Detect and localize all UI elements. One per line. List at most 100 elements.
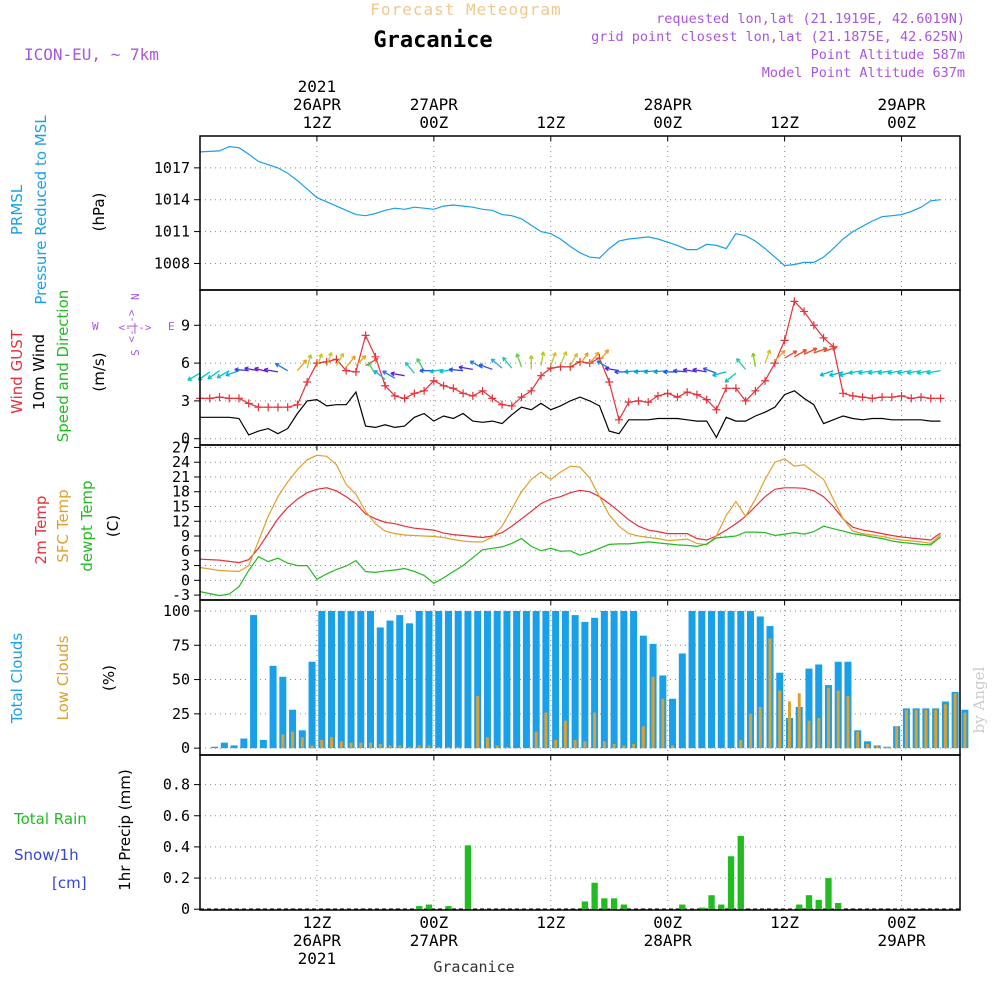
wind-arrow xyxy=(813,347,828,354)
bar-total-clouds xyxy=(630,610,638,749)
wind-arrow-head xyxy=(234,367,239,373)
gust-marker xyxy=(225,394,234,403)
bar-low-clouds xyxy=(485,737,489,749)
gust-marker xyxy=(439,381,448,390)
wind-arrow-head xyxy=(373,369,379,375)
bar-total-rain xyxy=(445,906,452,910)
bar-total-clouds xyxy=(474,610,482,749)
wind-arrow xyxy=(784,350,798,359)
bar-low-clouds xyxy=(563,720,567,749)
bar-total-rain xyxy=(416,906,423,910)
series-line-sfc-temp xyxy=(199,454,941,573)
location-title: Gracanice xyxy=(373,28,492,53)
temp-label-2m: 2m Temp xyxy=(32,496,50,565)
forecast-label: Forecast Meteogram xyxy=(370,0,561,19)
gust-marker xyxy=(390,391,399,400)
bar-total-clouds xyxy=(240,738,248,749)
bar-total-rain xyxy=(805,895,813,910)
bar-low-clouds xyxy=(807,720,811,749)
gust-marker xyxy=(809,321,818,330)
gust-marker xyxy=(702,395,711,404)
gust-marker xyxy=(712,405,721,414)
gust-marker xyxy=(507,401,516,410)
gust-marker xyxy=(614,415,623,424)
wind-arrow xyxy=(803,347,818,355)
bar-low-clouds xyxy=(953,693,957,749)
bar-total-rain xyxy=(581,901,589,910)
wind-arrow-head xyxy=(653,369,658,375)
time-label-bottom: 00Z xyxy=(887,913,916,932)
bar-total-clouds xyxy=(435,610,443,749)
bar-low-clouds xyxy=(914,709,918,749)
time-label-top: 26APR xyxy=(293,95,342,114)
wind-arrow-head xyxy=(926,370,931,375)
wind-arrow xyxy=(275,363,289,372)
footer-location: Gracanice xyxy=(433,958,514,976)
y-tick-label: 75 xyxy=(172,636,190,654)
bar-total-clouds xyxy=(367,610,375,749)
bar-total-clouds xyxy=(805,668,813,749)
bar-low-clouds xyxy=(671,745,675,749)
wind-arrow-head xyxy=(832,345,838,351)
bar-total-clouds xyxy=(669,698,677,749)
bar-low-clouds xyxy=(388,745,392,749)
precip-label-cm: [cm] xyxy=(52,874,87,892)
gust-marker xyxy=(517,393,526,402)
wind-label-gust: Wind GUST xyxy=(8,329,26,414)
time-label-bottom: 00Z xyxy=(419,913,448,932)
bar-low-clouds xyxy=(544,712,548,749)
compass-e: E xyxy=(168,320,175,333)
bar-total-rain xyxy=(796,904,803,910)
model-altitude: Model Point Altitude 637m xyxy=(762,65,965,81)
bar-total-clouds xyxy=(444,610,452,749)
wind-arrow xyxy=(373,369,386,380)
bar-low-clouds xyxy=(476,696,480,749)
time-label-bottom: 00Z xyxy=(653,913,682,932)
wind-arrow xyxy=(819,370,834,377)
bar-total-clouds xyxy=(269,665,277,749)
bar-total-rain xyxy=(425,904,433,910)
y-tick-label: 27 xyxy=(172,438,190,456)
bar-low-clouds xyxy=(778,690,782,749)
gust-marker xyxy=(293,400,302,409)
gust-marker xyxy=(848,391,857,400)
bar-total-clouds xyxy=(542,610,550,749)
time-label-top: 00Z xyxy=(887,113,916,132)
gust-marker xyxy=(429,376,438,385)
gust-marker xyxy=(498,400,507,409)
bar-total-clouds xyxy=(415,610,423,749)
y-tick-label: 24 xyxy=(172,453,190,471)
bar-low-clouds xyxy=(583,741,587,749)
gust-marker xyxy=(400,394,409,403)
wind-arrow xyxy=(823,346,837,353)
time-label-top: 00Z xyxy=(653,113,682,132)
wind-arrow xyxy=(365,358,379,367)
wind-arrow-head xyxy=(502,356,507,362)
wind-arrow-head xyxy=(552,351,557,357)
wind-label-unit: (m/s) xyxy=(90,352,108,391)
bar-low-clouds xyxy=(885,746,889,749)
precipitation-panel: 0 0.2 0.4 0.6 0.8 xyxy=(163,754,961,918)
gust-marker xyxy=(351,367,360,376)
watermark: by Angel xyxy=(970,666,988,733)
wind-arrow xyxy=(316,353,323,368)
bar-total-clouds xyxy=(639,635,647,749)
wind-arrow-head xyxy=(318,353,323,358)
wind-arrow xyxy=(550,352,557,366)
wind-arrow-head xyxy=(692,367,697,373)
bar-total-clouds xyxy=(220,742,228,749)
bar-total-rain xyxy=(679,904,686,910)
time-label-bottom: 29APR xyxy=(877,931,926,950)
bar-low-clouds xyxy=(934,709,938,749)
bar-low-clouds xyxy=(369,742,372,749)
y-tick-label: 6 xyxy=(181,542,190,560)
wind-arrow xyxy=(673,370,688,373)
bar-low-clouds xyxy=(895,726,899,749)
wind-arrow-head xyxy=(490,358,496,364)
gust-marker xyxy=(673,393,682,402)
bar-low-clouds xyxy=(749,713,752,749)
bar-total-clouds xyxy=(688,610,696,749)
bar-low-clouds xyxy=(408,746,411,749)
wind-arrow-head xyxy=(339,352,345,358)
gust-marker xyxy=(576,357,584,366)
